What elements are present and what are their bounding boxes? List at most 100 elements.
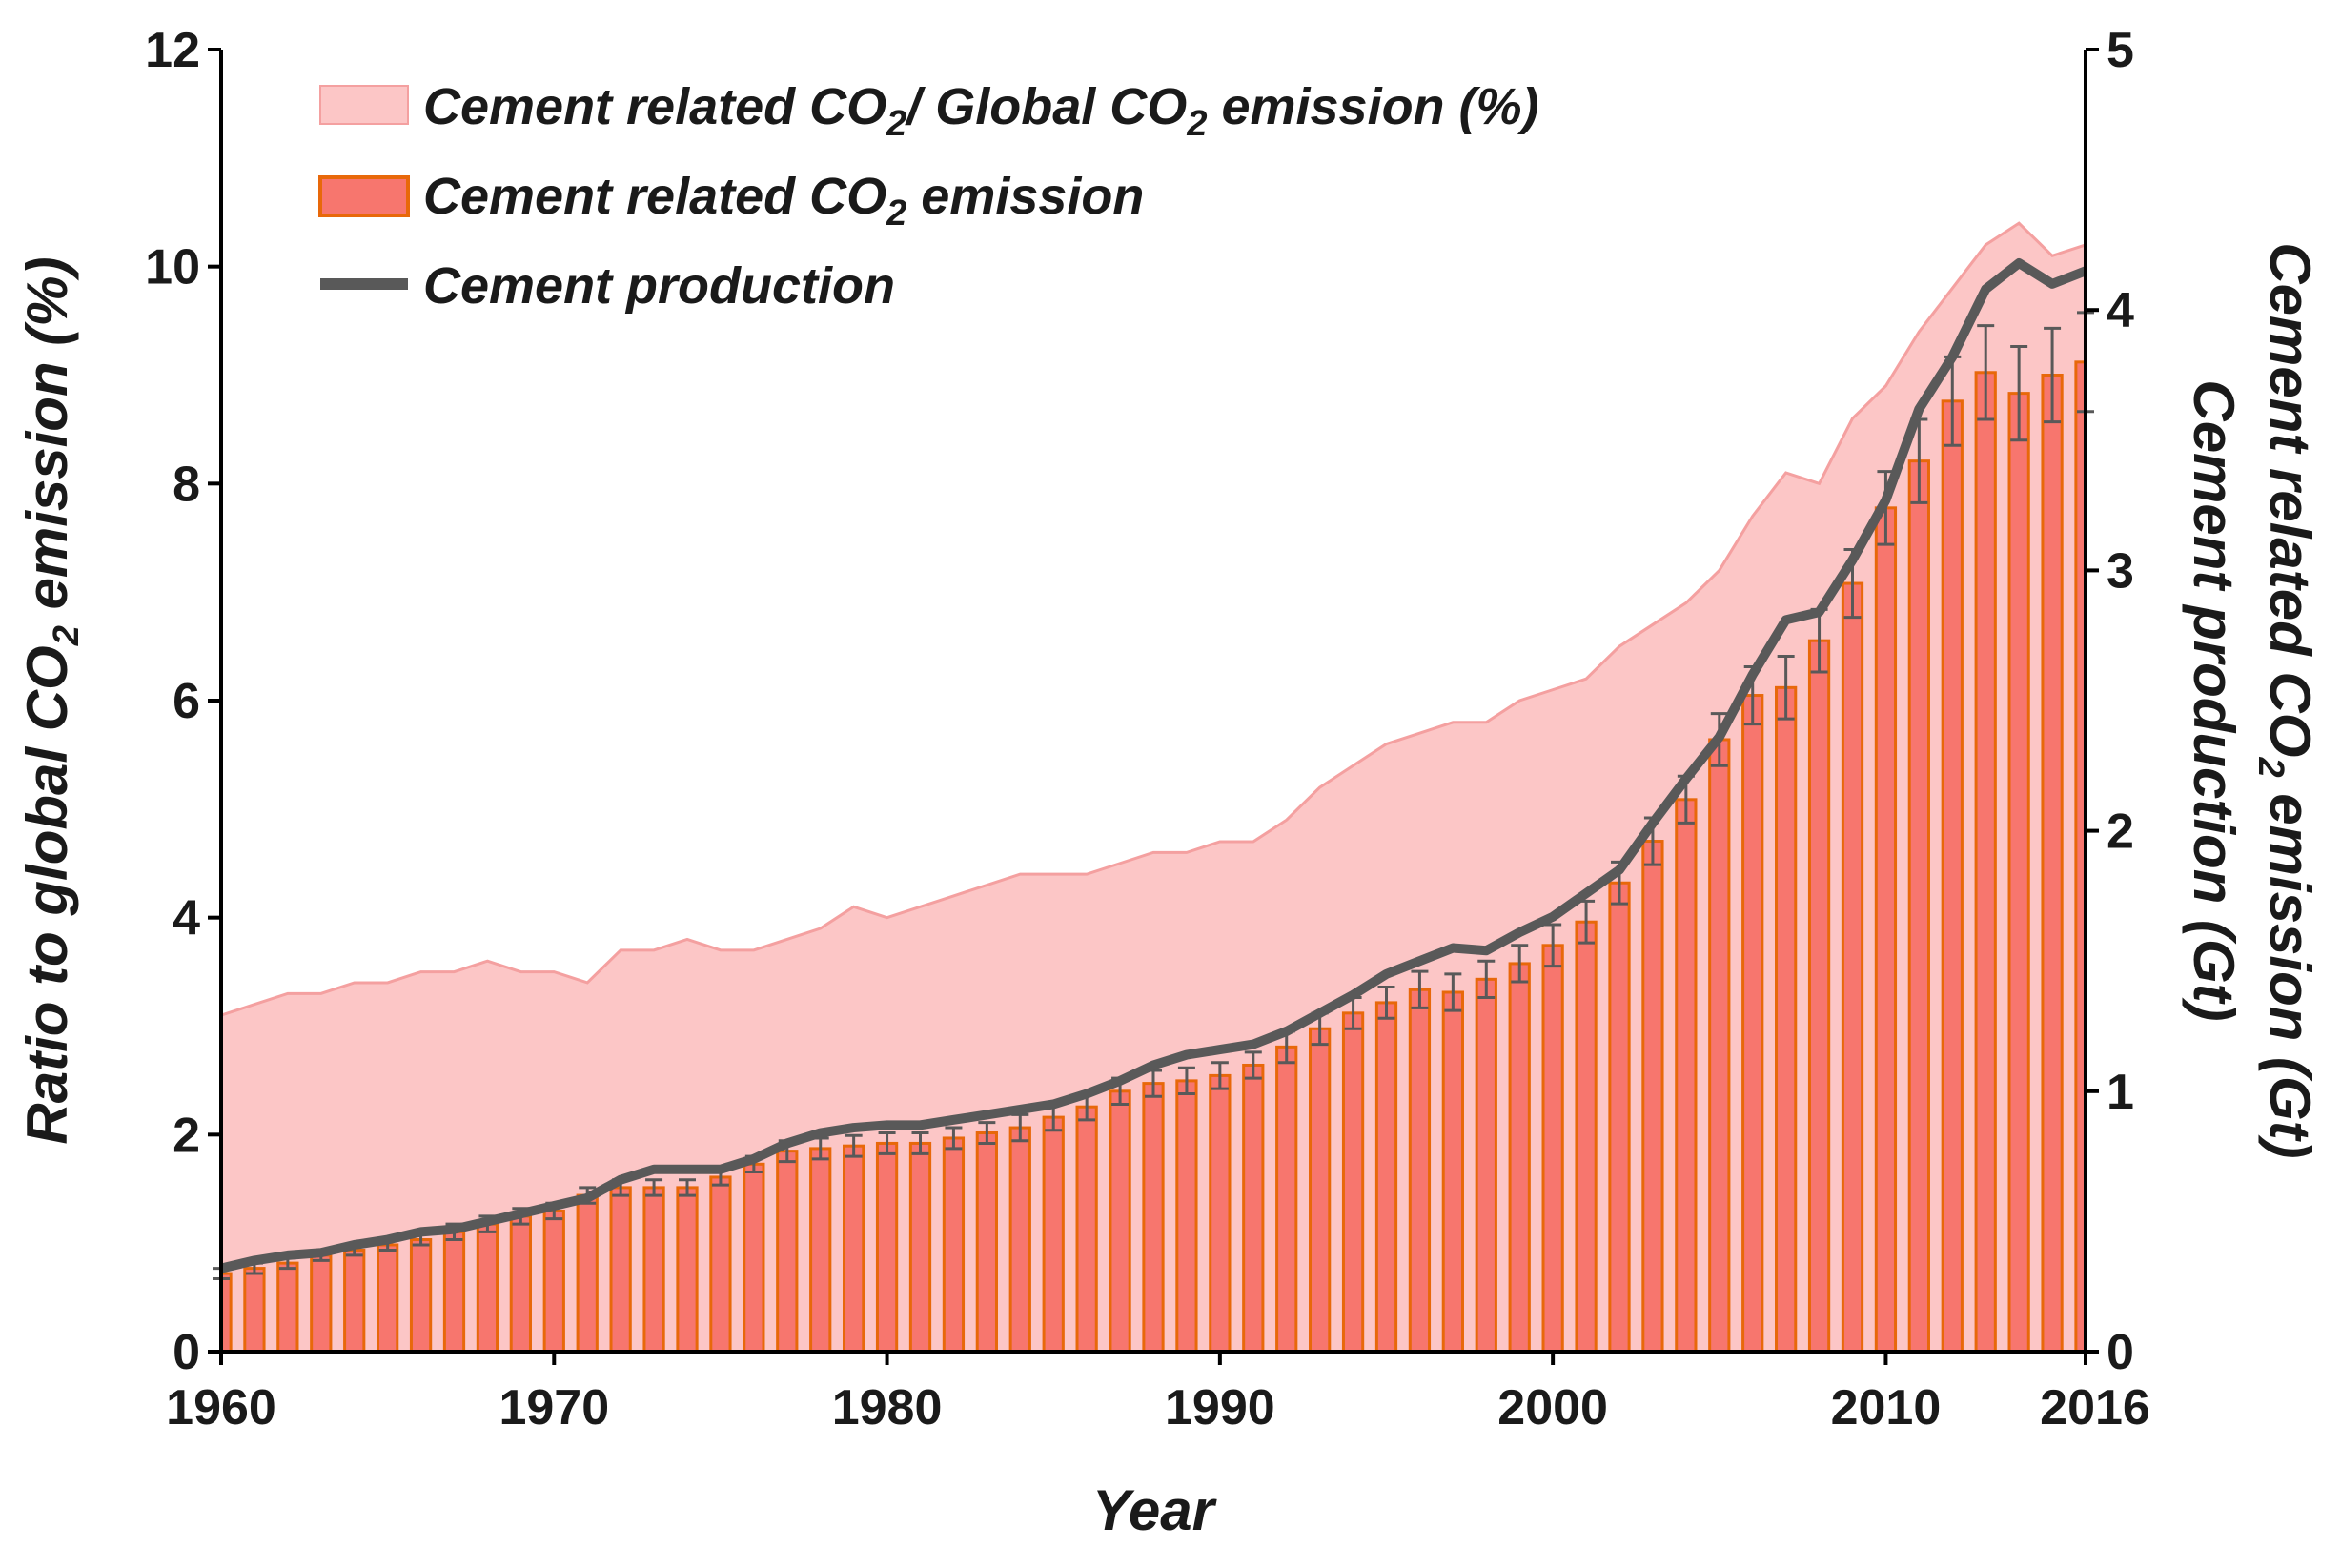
x-tick-label-2010: 2010 bbox=[1831, 1380, 1942, 1436]
x-tick-label-1960: 1960 bbox=[166, 1380, 276, 1436]
error-bar-2013 bbox=[1977, 324, 1995, 421]
legend-emission-pre: Cement related CO bbox=[423, 168, 886, 225]
emission-bar-1972 bbox=[609, 1186, 632, 1354]
emission-bar-1990 bbox=[1209, 1073, 1232, 1354]
emission-bar-1981 bbox=[908, 1141, 932, 1354]
left-tick-label-4: 4 bbox=[173, 891, 200, 947]
emission-bar-1986 bbox=[1075, 1105, 1098, 1354]
emission-bar-2011 bbox=[1907, 459, 1930, 1354]
legend-ratio-post: emission (%) bbox=[1207, 78, 1538, 135]
left-tick-label-12: 12 bbox=[145, 23, 200, 78]
emission-bar-1974 bbox=[676, 1186, 699, 1354]
emission-bar-2005 bbox=[1708, 738, 1731, 1354]
error-bar-1996 bbox=[1411, 969, 1429, 1009]
emission-bar-1963 bbox=[310, 1253, 333, 1354]
legend-swatch-emission bbox=[318, 175, 410, 217]
right-tick-label-1: 1 bbox=[2107, 1065, 2134, 1120]
left-y-title-pre: Ratio to global CO bbox=[15, 645, 79, 1144]
x-tick-label-1980: 1980 bbox=[832, 1380, 943, 1436]
legend-label-ratio: Cement related CO2/ Global CO2 emission … bbox=[423, 78, 1539, 144]
emission-bar-2002 bbox=[1608, 881, 1631, 1354]
emission-bar-1977 bbox=[776, 1150, 799, 1354]
right-tick-label-4: 4 bbox=[2107, 283, 2134, 338]
error-bar-1991 bbox=[1244, 1050, 1262, 1080]
emission-bar-1998 bbox=[1475, 977, 1497, 1354]
emission-bar-1964 bbox=[343, 1248, 366, 1354]
error-bar-1995 bbox=[1377, 986, 1395, 1020]
x-tick-label-1970: 1970 bbox=[499, 1380, 609, 1436]
emission-bar-1991 bbox=[1242, 1063, 1265, 1354]
legend-emission-post: emission bbox=[906, 168, 1144, 225]
left-tick-label-6: 6 bbox=[173, 674, 200, 729]
x-tick-label-2000: 2000 bbox=[1497, 1380, 1608, 1436]
right-tick-label-2: 2 bbox=[2107, 804, 2134, 860]
emission-bar-1987 bbox=[1109, 1089, 1131, 1354]
emission-bar-1983 bbox=[975, 1131, 998, 1354]
emission-bar-1965 bbox=[377, 1243, 399, 1354]
emission-bar-2008 bbox=[1807, 639, 1831, 1354]
ratio-area-edge bbox=[220, 221, 2087, 1017]
error-bar-1982 bbox=[945, 1126, 963, 1151]
emission-bar-2012 bbox=[1941, 399, 1964, 1354]
legend: Cement related CO2/ Global CO2 emission … bbox=[318, 78, 1539, 315]
error-bar-1983 bbox=[978, 1121, 996, 1145]
error-bar-1979 bbox=[845, 1133, 863, 1158]
right-tick-label-3: 3 bbox=[2107, 543, 2134, 599]
emission-bar-1971 bbox=[576, 1193, 599, 1354]
emission-bar-2000 bbox=[1541, 944, 1564, 1354]
x-tick-label-2016: 2016 bbox=[2040, 1380, 2150, 1436]
error-bar-1973 bbox=[645, 1178, 663, 1197]
emission-bar-1994 bbox=[1341, 1011, 1365, 1354]
emission-bar-1969 bbox=[509, 1214, 532, 1354]
left-tick-label-2: 2 bbox=[173, 1108, 200, 1163]
emission-bar-1988 bbox=[1142, 1082, 1165, 1354]
emission-bar-1997 bbox=[1441, 990, 1464, 1354]
error-bar-1998 bbox=[1477, 959, 1496, 999]
emission-bar-1978 bbox=[809, 1147, 832, 1354]
right-y-axis-title-emission: Cement related CO2 emission (Gt) bbox=[2250, 242, 2322, 1158]
error-bar-1990 bbox=[1211, 1061, 1229, 1090]
emission-bar-1967 bbox=[442, 1230, 466, 1354]
legend-ratio-sub: 2 bbox=[886, 104, 906, 144]
error-bar-1974 bbox=[679, 1178, 696, 1197]
left-y-title-post: emission (%) bbox=[15, 256, 79, 625]
left-tick-label-8: 8 bbox=[173, 457, 200, 512]
right-tick-label-0: 0 bbox=[2107, 1325, 2134, 1380]
x-tick-label-1990: 1990 bbox=[1165, 1380, 1275, 1436]
emission-bar-1975 bbox=[709, 1175, 732, 1354]
emission-bar-1979 bbox=[843, 1144, 865, 1354]
emission-bar-1966 bbox=[409, 1238, 433, 1354]
emission-bar-2003 bbox=[1641, 840, 1664, 1354]
production-line-layer bbox=[219, 258, 2087, 1273]
production-line bbox=[219, 258, 2087, 1273]
emission-bar-1984 bbox=[1008, 1126, 1031, 1354]
error-bar-1981 bbox=[911, 1131, 929, 1155]
emission-bar-2015 bbox=[2041, 374, 2064, 1354]
emission-bar-2007 bbox=[1775, 685, 1798, 1354]
legend-swatch-ratio bbox=[319, 85, 409, 125]
left-tick-label-0: 0 bbox=[173, 1325, 200, 1380]
error-bar-2007 bbox=[1777, 655, 1795, 721]
legend-ratio-pre: Cement related CO bbox=[423, 78, 886, 135]
left-y-title-sub: 2 bbox=[47, 625, 87, 646]
emission-bar-1970 bbox=[542, 1209, 565, 1354]
emission-bar-1962 bbox=[276, 1261, 299, 1354]
emission-bar-1973 bbox=[642, 1186, 665, 1354]
emission-bar-1961 bbox=[243, 1267, 266, 1354]
emission-bar-1968 bbox=[476, 1222, 499, 1354]
emission-bar-1992 bbox=[1275, 1045, 1298, 1354]
emission-bar-1995 bbox=[1374, 1001, 1398, 1354]
legend-label-production: Cement production bbox=[423, 257, 895, 315]
emission-bar-2006 bbox=[1741, 694, 1764, 1354]
left-tick-label-10: 10 bbox=[145, 240, 200, 295]
right-y-title1-sub: 2 bbox=[2250, 756, 2290, 777]
emission-bar-1980 bbox=[875, 1141, 899, 1354]
emission-bar-2004 bbox=[1675, 798, 1698, 1354]
emission-bar-2009 bbox=[1841, 581, 1864, 1354]
right-y-axis-title-production: Cement production (Gt) bbox=[2182, 379, 2246, 1021]
error-bar-2014 bbox=[2010, 344, 2028, 442]
right-tick-label-5: 5 bbox=[2107, 23, 2134, 78]
x-axis-title: Year bbox=[1092, 1478, 1218, 1542]
